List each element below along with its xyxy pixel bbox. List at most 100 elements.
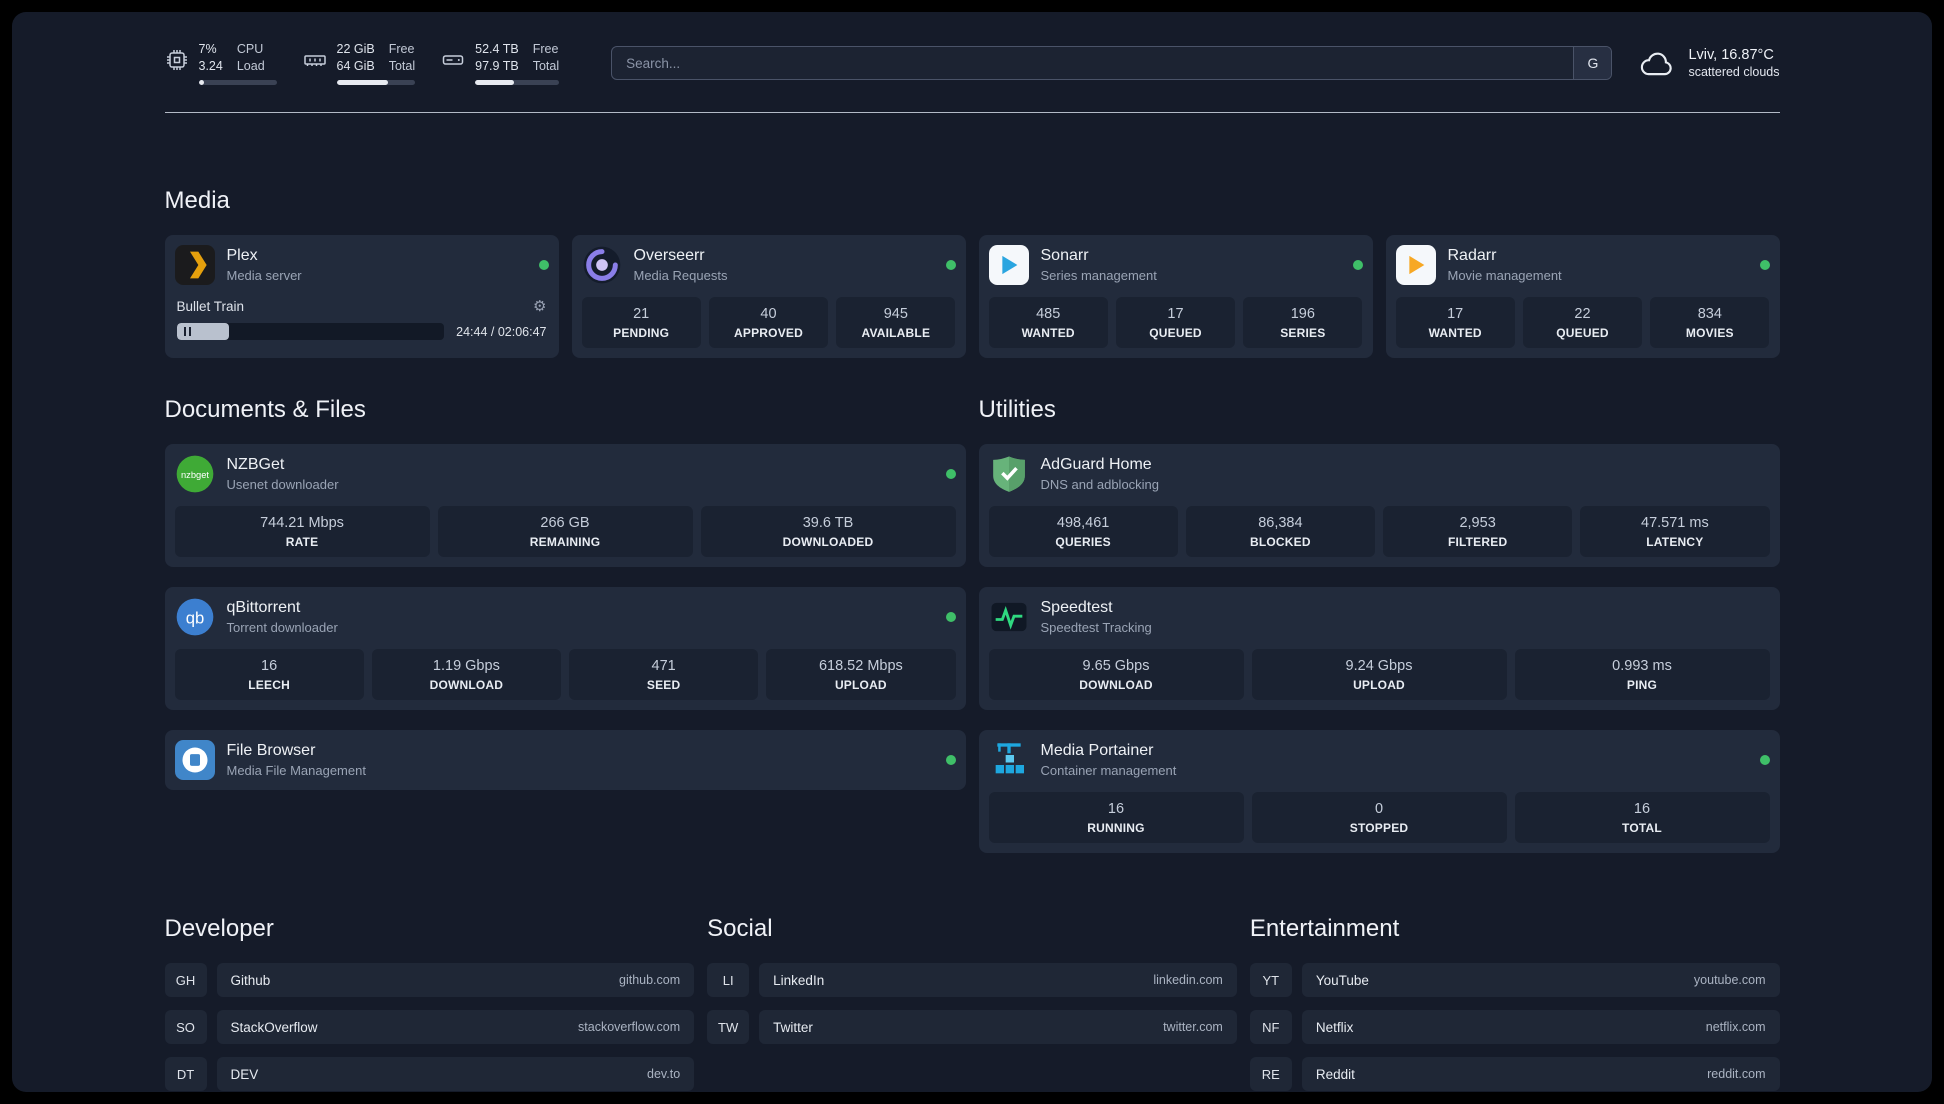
nzbget-icon: nzbget xyxy=(175,454,215,494)
documents-section-title: Documents & Files xyxy=(164,396,366,423)
status-dot xyxy=(538,260,549,270)
bookmark-link-linkedin[interactable]: LinkedIn linkedin.com xyxy=(759,963,1237,997)
stat-label: QUERIES xyxy=(1055,535,1111,549)
bookmark-link-netflix[interactable]: Netflix netflix.com xyxy=(1301,1010,1780,1044)
ram-free-value: 22 GiB xyxy=(336,41,375,56)
bookmark-link-dev[interactable]: DEV dev.to xyxy=(216,1057,695,1091)
stat-value: 22 xyxy=(1574,306,1591,322)
app-card-nzbget[interactable]: nzbget NZBGet Usenet downloader 744.21 M… xyxy=(164,444,966,567)
stat-value: 16 xyxy=(1633,801,1651,817)
bookmark-name: LinkedIn xyxy=(773,972,825,988)
bookmark-link-twitter[interactable]: Twitter twitter.com xyxy=(759,1010,1237,1044)
bookmark-group-developer: Developer GH Github github.com SO StackO… xyxy=(164,915,695,1091)
app-card-adguard[interactable]: AdGuard Home DNS and adblocking 498,461 … xyxy=(978,444,1780,567)
top-bar: 7% 3.24 CPU Load xyxy=(165,40,1780,86)
plex-icon xyxy=(174,245,215,285)
app-name: Sonarr xyxy=(1040,247,1089,264)
app-card-overseerr[interactable]: Overseerr Media Requests 21 PENDING 40 A… xyxy=(571,235,966,358)
app-subtitle: Series management xyxy=(1040,268,1157,283)
stat-label: QUEUED xyxy=(1556,326,1609,340)
cpu-icon xyxy=(165,48,189,72)
stat-value: 945 xyxy=(883,306,908,322)
section-documents: Documents & Files nzbget NZBGet Usenet d… xyxy=(164,396,966,853)
stat-tile: 0.993 ms PING xyxy=(1514,649,1770,700)
status-dot xyxy=(1352,260,1363,270)
bookmark-row-twitter: TW Twitter twitter.com xyxy=(707,1010,1237,1044)
search-engine-button[interactable]: G xyxy=(1573,47,1612,79)
bookmark-link-youtube[interactable]: YouTube youtube.com xyxy=(1301,963,1780,997)
app-name: File Browser xyxy=(226,742,316,759)
app-card-filebrowser[interactable]: File Browser Media File Management xyxy=(164,730,966,790)
stat-tile: 834 MOVIES xyxy=(1650,297,1770,348)
cpu-usage-value: 7% xyxy=(198,41,217,56)
app-card-qbittorrent[interactable]: qb qBittorrent Torrent downloader 16 xyxy=(164,587,966,710)
svg-text:nzbget: nzbget xyxy=(180,470,208,480)
stat-tile: 498,461 QUERIES xyxy=(988,506,1178,557)
stat-value: 498,461 xyxy=(1056,515,1110,531)
bookmark-name: YouTube xyxy=(1315,972,1369,988)
stat-label: UPLOAD xyxy=(1353,678,1405,692)
cpu-progress-track xyxy=(198,79,277,85)
stat-label: WANTED xyxy=(1021,326,1075,340)
bookmark-link-github[interactable]: Github github.com xyxy=(216,963,695,997)
bookmark-abbr: NF xyxy=(1249,1010,1292,1044)
app-card-radarr[interactable]: Radarr Movie management 17 WANTED 22 QUE… xyxy=(1385,235,1780,358)
app-card-plex[interactable]: Plex Media server Bullet Train ⚙ xyxy=(164,235,559,358)
search-input[interactable] xyxy=(612,47,1574,79)
ram-total-value: 64 GiB xyxy=(336,58,375,73)
stat-tile: 21 PENDING xyxy=(581,297,701,348)
playback-time: 24:44 / 02:06:47 xyxy=(456,324,547,339)
bookmark-abbr: DT xyxy=(164,1057,207,1091)
bookmark-row-reddit: RE Reddit reddit.com xyxy=(1249,1057,1780,1091)
weather-location: Lviv, 16.87°C xyxy=(1688,47,1774,63)
status-dot xyxy=(945,260,956,270)
stat-tile: 39.6 TB DOWNLOADED xyxy=(700,506,956,557)
playback-progress-bar[interactable] xyxy=(176,323,445,340)
stat-label: RATE xyxy=(285,535,319,549)
header-divider xyxy=(164,112,1780,113)
disk-free-label: Free xyxy=(532,41,559,56)
svg-text:qb: qb xyxy=(185,608,204,627)
weather-widget: Lviv, 16.87°C scattered clouds xyxy=(1638,47,1780,79)
app-card-portainer[interactable]: Media Portainer Container management 16 … xyxy=(978,730,1780,853)
gear-icon[interactable]: ⚙ xyxy=(533,298,547,315)
bookmark-link-reddit[interactable]: Reddit reddit.com xyxy=(1301,1057,1780,1091)
bookmark-name: Github xyxy=(230,972,271,988)
disk-progress-track xyxy=(475,79,560,85)
app-name: NZBGet xyxy=(226,456,285,473)
bookmark-url: twitter.com xyxy=(1163,1020,1223,1034)
stat-label: REMAINING xyxy=(529,535,601,549)
stat-tile: 17 QUEUED xyxy=(1115,297,1236,348)
stat-value: 40 xyxy=(760,306,777,322)
app-card-speedtest[interactable]: Speedtest Speedtest Tracking 9.65 Gbps D… xyxy=(978,587,1780,710)
pause-icon[interactable] xyxy=(183,327,192,336)
stat-label: FILTERED xyxy=(1447,535,1508,549)
ram-total-label: Total xyxy=(388,58,416,73)
app-subtitle: Torrent downloader xyxy=(226,620,338,635)
app-name: AdGuard Home xyxy=(1040,456,1152,473)
bookmark-link-stackoverflow[interactable]: StackOverflow stackoverflow.com xyxy=(216,1010,695,1044)
stat-label: STOPPED xyxy=(1349,821,1409,835)
stat-tile: 196 SERIES xyxy=(1243,297,1363,348)
stat-label: MOVIES xyxy=(1685,326,1734,340)
stat-value: 266 GB xyxy=(540,515,590,531)
stat-value: 0.993 ms xyxy=(1612,658,1672,674)
app-subtitle: Media Requests xyxy=(633,268,728,283)
stat-label: BLOCKED xyxy=(1250,535,1311,549)
stat-value: 485 xyxy=(1036,306,1061,322)
bookmark-url: linkedin.com xyxy=(1153,973,1223,987)
stat-value: 21 xyxy=(633,306,650,322)
qbittorrent-icon: qb xyxy=(175,597,215,637)
stat-label: DOWNLOAD xyxy=(429,678,504,692)
stat-value: 86,384 xyxy=(1258,515,1303,531)
bookmark-row-stackoverflow: SO StackOverflow stackoverflow.com xyxy=(164,1010,695,1044)
bookmark-name: DEV xyxy=(230,1066,259,1082)
stat-value: 16 xyxy=(261,658,278,674)
app-card-sonarr[interactable]: Sonarr Series management 485 WANTED 17 Q… xyxy=(978,235,1373,358)
app-name: Plex xyxy=(226,247,258,264)
portainer-icon xyxy=(989,740,1029,780)
app-name: Overseerr xyxy=(633,247,705,264)
stat-label: DOWNLOAD xyxy=(1079,678,1153,692)
cloud-icon xyxy=(1638,48,1676,78)
stat-value: 1.19 Gbps xyxy=(432,658,500,674)
